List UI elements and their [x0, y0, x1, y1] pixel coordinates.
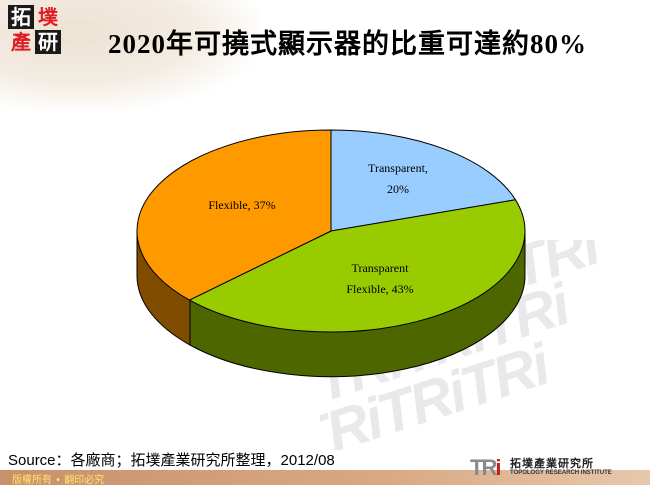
source-note: Source：各廠商；拓墣產業研究所整理，2012/08	[8, 452, 335, 469]
label-transparent-line1: Transparent,	[368, 161, 428, 175]
background-map-decoration	[0, 0, 260, 110]
tri-english-name: TOPOLOGY RESEARCH INSTITUTE	[510, 470, 612, 476]
copyright-text: 版權所有 • 翻印必究	[12, 475, 105, 486]
label-transparent-line2: 20%	[387, 182, 409, 196]
tri-chinese-name: 拓墣產業研究所	[510, 457, 594, 470]
label-transparent-flexible-line1: Transparent	[352, 261, 410, 275]
logo-char: 產	[11, 30, 31, 54]
logo-char: 拓	[8, 5, 34, 29]
label-transparent-flexible-line2: Flexible, 43%	[346, 282, 413, 296]
logo-char: 墣	[38, 5, 58, 29]
slice-flexible	[136, 129, 332, 301]
slice-transparent	[330, 129, 517, 232]
logo-char: 研	[35, 30, 61, 54]
tri-mark: TRi	[470, 455, 502, 480]
slide-title: 2020年可撓式顯示器的比重可達約80%	[108, 29, 587, 59]
label-flexible: Flexible, 37%	[208, 198, 275, 212]
footer-bar	[0, 470, 650, 485]
topology-logo: 拓 墣 產 研	[8, 5, 64, 55]
slice-transparent-flexible	[188, 199, 526, 333]
